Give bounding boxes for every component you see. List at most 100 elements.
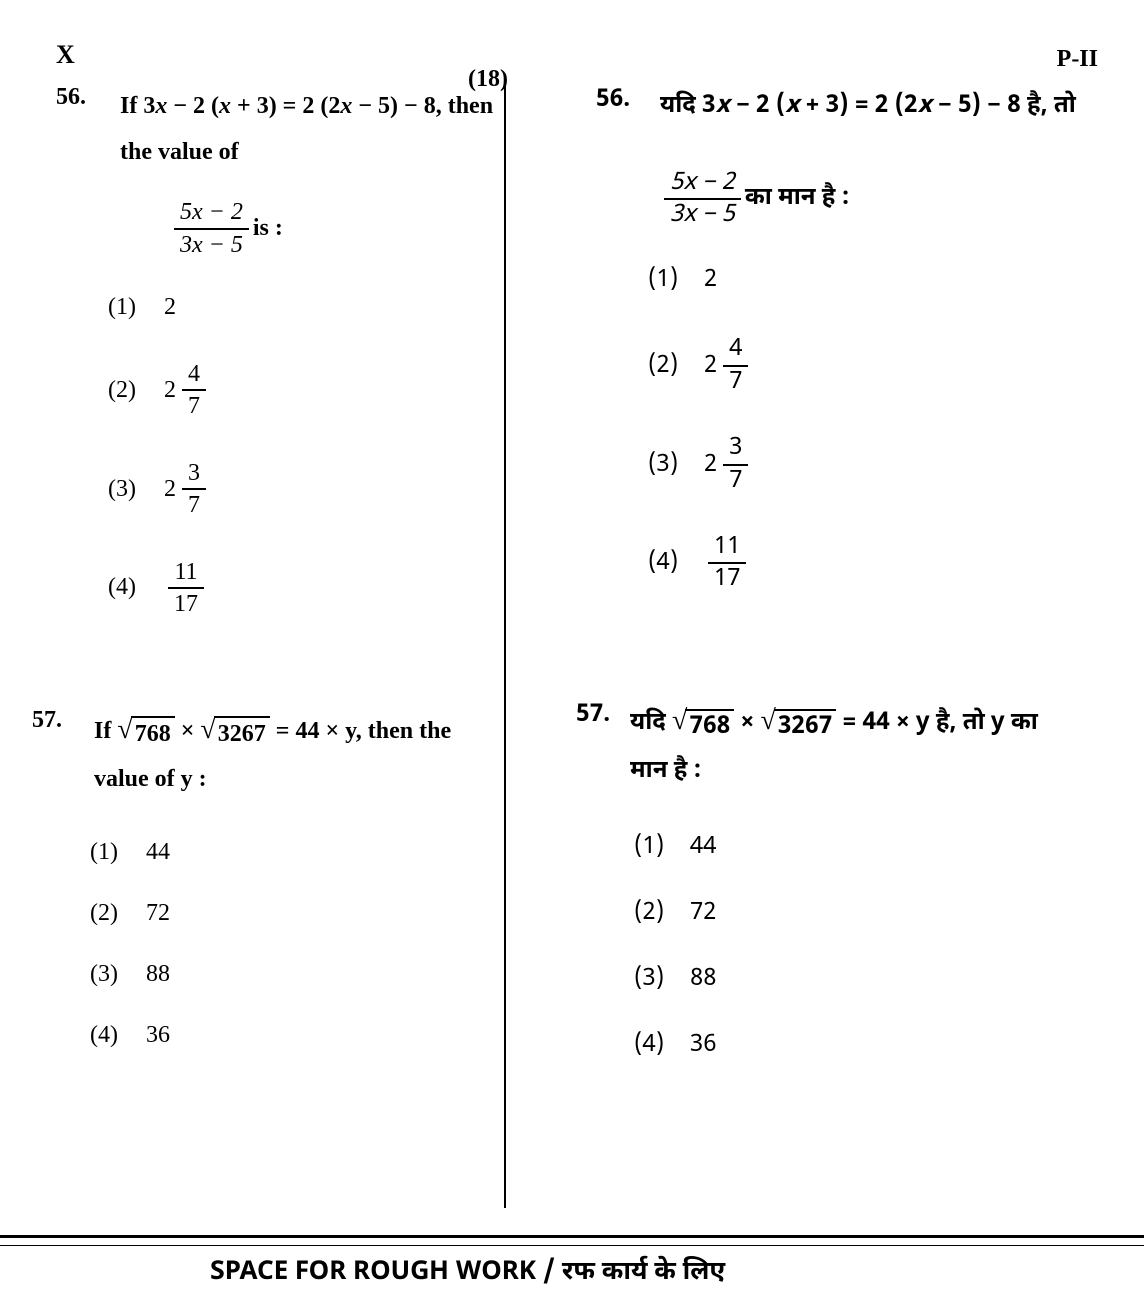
q56-text: − 2 ( [167,93,219,119]
question-number: 57. [32,707,62,734]
q57-english: 57. If √768 × √3267 = 44 × y, then the v… [20,707,540,1049]
fraction: 5x − 2 3x − 5 [664,170,741,229]
q56-text: + 3) = 2 (2 [231,93,340,119]
frac-den: 7 [182,391,206,419]
option: (3)88 [90,961,540,988]
fraction: 1117 [168,559,204,618]
header-left: X [56,40,75,70]
option-number: (1) [648,264,704,296]
question-number: 56. [596,84,630,116]
q56-hindi: 56. यदि 3x − 2 (x + 3) = 2 (2x − 5) − 8 … [572,84,1092,593]
option: (2) 2 47 [108,361,540,420]
q56-text: is : [253,206,283,252]
option: (1)44 [90,839,540,866]
option-number: (3) [648,449,704,481]
option-value: 72 [146,900,170,927]
option-number: (4) [634,1029,690,1061]
q56-text: − 5) − 8 है, तो [932,90,1076,122]
q56-text: the value of [120,139,239,165]
right-column: 56. यदि 3x − 2 (x + 3) = 2 (2x − 5) − 8 … [572,84,1092,1151]
option-number: (4) [648,547,704,579]
frac-num: 11 [168,559,204,589]
option-value: 2 [704,264,717,296]
footer-rule-thin [0,1245,1144,1246]
sqrt-value: 3267 [774,709,836,745]
q56-text: + 3) = 2 (2 [799,90,917,122]
option-number: (2) [108,377,164,404]
fraction-den: 3x − 5 [174,230,249,258]
option-number: (4) [108,574,164,601]
option-value: 44 [146,839,170,866]
q56-options: (1) 2 (2) 2 47 (3) 2 37 [108,294,540,617]
whole-part: 2 [164,377,176,404]
header-right: P-II [1057,46,1098,73]
option-number: (1) [90,839,146,866]
option: (3) 2 37 [648,435,1092,494]
frac-den: 17 [168,589,204,617]
q57-text: × [740,707,760,739]
q57-text: = 44 × y, then the [276,718,451,744]
q57-text: = 44 × y है, तो y का [843,707,1038,739]
option-number: (3) [90,961,146,988]
option: (2) 2 47 [648,336,1092,395]
q57-hindi: 57. यदि √768 × √3267 = 44 × y है, तो y क… [572,699,1092,1061]
q57-text: × [181,718,201,744]
option: (3)88 [634,963,1092,995]
frac-num: 4 [723,336,748,366]
option-number: (2) [90,900,146,927]
option-number: (1) [108,294,164,321]
option: (4) 1117 [108,559,540,618]
option-number: (4) [90,1022,146,1049]
fraction: 5x − 2 3x − 5 [174,199,249,258]
mixed-fraction: 2 47 [164,361,210,420]
sqrt: √3267 [200,716,269,752]
left-column: 56. If 3x − 2 (x + 3) = 2 (2x − 5) − 8, … [20,84,540,1139]
question-number: 57. [576,699,610,731]
option-value: 44 [690,831,716,863]
mixed-fraction: 2 37 [164,460,210,519]
option-number: (1) [634,831,690,863]
q57-options: (1)44 (2)72 (3)88 (4)36 [90,839,540,1049]
footer-rule [0,1235,1144,1238]
frac-num: 3 [182,460,206,490]
sqrt-value: 768 [131,716,175,752]
q56-text: If 3 [120,93,155,119]
whole-part: 2 [704,350,717,382]
option: (4)36 [634,1029,1092,1061]
frac-den: 17 [708,564,746,592]
option: (3) 2 37 [108,460,540,519]
sqrt: √768 [117,716,174,752]
option-value: 36 [690,1029,716,1061]
q56-text: यदि 3 [660,90,716,122]
fraction-den: 3x − 5 [664,200,741,228]
option-number: (3) [108,476,164,503]
frac-num: 3 [723,435,748,465]
mixed-fraction: 2 37 [704,435,752,494]
frac-num: 11 [708,534,746,564]
q57-text: value of y : [94,766,207,792]
footer-text: SPACE FOR ROUGH WORK / रफ कार्य के लिए [210,1256,725,1290]
sqrt-value: 768 [685,709,734,745]
fraction-num: 5x − 2 [664,170,741,200]
option: (1) 2 [108,294,540,321]
sqrt: √768 [672,709,734,745]
whole-part: 2 [704,449,717,481]
q57-text: If [94,718,117,744]
sqrt-value: 3267 [214,716,270,752]
option-value: 2 [164,294,176,321]
q56-english: 56. If 3x − 2 (x + 3) = 2 (2x − 5) − 8, … [20,84,540,617]
q57-text: यदि [630,707,672,739]
option: (2)72 [90,900,540,927]
frac-num: 4 [182,361,206,391]
option-number: (2) [648,350,704,382]
q56-text: − 5) − 8, then [352,93,493,119]
q57-options: (1)44 (2)72 (3)88 (4)36 [634,831,1092,1061]
fraction-num: 5x − 2 [174,199,249,229]
option-value: 88 [146,961,170,988]
fraction: 1117 [708,534,746,593]
option: (4) 1117 [648,534,1092,593]
frac-den: 7 [723,367,748,395]
q57-text: मान है : [630,755,701,787]
question-number: 56. [56,84,86,111]
option-number: (2) [634,897,690,929]
